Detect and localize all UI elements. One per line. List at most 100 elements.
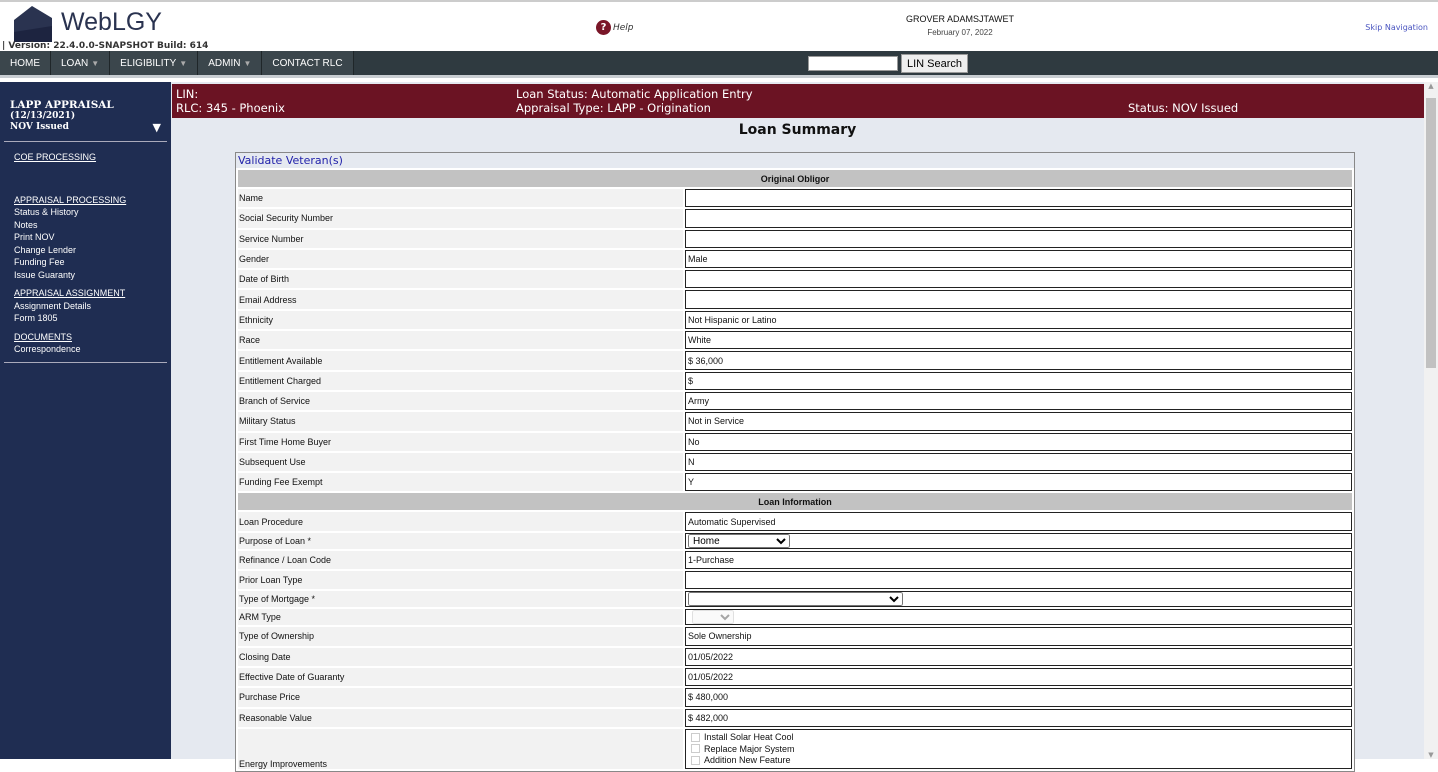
field-label: First Time Home Buyer (238, 432, 683, 451)
field-label: Service Number (238, 229, 683, 248)
nav-eligibility[interactable]: ELIGIBILITY ▼ (110, 51, 199, 75)
scrollbar-thumb[interactable] (1426, 98, 1436, 368)
field-label: Purchase Price (238, 688, 683, 707)
field-label: Branch of Service (238, 391, 683, 411)
nav-contact-rlc[interactable]: CONTACT RLC (262, 51, 354, 75)
field-label: Prior Loan Type (238, 571, 683, 590)
field-value: Sole Ownership (685, 627, 1352, 646)
field-label: ARM Type (238, 609, 683, 626)
main-content: LIN: RLC: 345 - Phoenix Loan Status: Aut… (171, 82, 1424, 772)
main-nav: HOME LOAN ▼ ELIGIBILITY ▼ ADMIN ▼ CONTACT R… (0, 51, 1438, 78)
checkbox[interactable] (691, 744, 700, 754)
nav-home[interactable]: HOME (0, 51, 51, 75)
loan-status: Loan Status: Automatic Application Entry (516, 87, 753, 101)
table-row: Closing Date 01/05/2022 (238, 647, 1352, 666)
brand[interactable]: WebLGY (61, 8, 162, 36)
rlc-label: RLC: 345 - Phoenix (176, 101, 285, 115)
table-row: ARM Type (238, 609, 1352, 626)
page-title: Loan Summary (738, 122, 857, 138)
field-value (685, 229, 1352, 248)
sidebar-item-form-1805[interactable]: Form 1805 (14, 313, 58, 323)
scroll-up-icon[interactable]: ▲ (1428, 82, 1434, 90)
field-value: Y (685, 473, 1352, 492)
nav-label: CONTACT RLC (272, 58, 343, 69)
sidebar-item-funding-fee[interactable]: Funding Fee (14, 257, 65, 267)
table-row: Email Address (238, 290, 1352, 309)
field-value (685, 591, 1352, 608)
sidebar-item-issue-guaranty[interactable]: Issue Guaranty (14, 269, 76, 280)
table-row: Refinance / Loan Code 1-Purchase (238, 550, 1352, 570)
table-row: Prior Loan Type (238, 571, 1352, 590)
caret-down-icon: ▼ (243, 59, 252, 68)
documents-link[interactable]: DOCUMENTS (14, 331, 72, 342)
loan-summary-form: Validate Veteran(s) Original Obligor Nam… (235, 152, 1355, 772)
lin-search-button[interactable]: LIN Search (901, 54, 969, 73)
help-link[interactable]: ? Help (596, 20, 634, 35)
table-row: Gender Male (238, 249, 1352, 269)
field-value: Not in Service (685, 412, 1352, 431)
field-value: No (685, 432, 1352, 451)
table-row: Military Status Not in Service (238, 412, 1352, 431)
purpose-of-loan-select[interactable]: Home (688, 533, 790, 548)
table-row: Purpose of Loan * Home (238, 532, 1352, 549)
field-label: Entitlement Available (238, 351, 683, 370)
skip-navigation-link[interactable]: Skip Navigation (1365, 23, 1428, 32)
energy-option[interactable]: Replace Major System (688, 743, 1350, 755)
sidebar-title-text: LAPP APPRAISAL (10, 99, 114, 111)
validate-veterans-link[interactable]: Validate Veteran(s) (236, 153, 1354, 168)
sidebar-item-correspondence[interactable]: Correspondence (14, 344, 81, 354)
version: | Version: 22.4.0.0-SNAPSHOT Build: 614 (2, 41, 209, 51)
checkbox-label: Install Solar Heat Cool (704, 732, 794, 743)
appraisal-assignment-link[interactable]: APPRAISAL ASSIGNMENT (14, 288, 126, 298)
table-row: Date of Birth (238, 270, 1352, 289)
status-label: Status: NOV Issued (1128, 101, 1239, 115)
scrollbar[interactable]: ▲ ▼ (1424, 82, 1438, 759)
field-label: Purpose of Loan * (238, 532, 683, 549)
appraisal-processing-link[interactable]: APPRAISAL PROCESSING (14, 194, 127, 205)
scroll-down-icon[interactable]: ▼ (1428, 751, 1434, 759)
help-label: Help (613, 22, 634, 33)
sidebar-item-change-lender[interactable]: Change Lender (14, 244, 77, 255)
arm-type-select[interactable] (692, 610, 734, 625)
field-value: Install Solar Heat Cool Replace Major Sys… (685, 728, 1352, 769)
house-logo-icon (14, 6, 52, 42)
sidebar-item-assignment-details[interactable]: Assignment Details (14, 300, 92, 311)
sidebar-title[interactable]: LAPP APPRAISAL (12/13/2021) NOV Issued ▼ (0, 82, 171, 134)
table-row: Entitlement Available $ 36,000 (238, 351, 1352, 370)
sidebar-item-print-nov[interactable]: Print NOV (14, 232, 55, 242)
field-label: Loan Procedure (238, 512, 683, 531)
energy-option[interactable]: Addition New Feature (688, 755, 1350, 767)
section-header: Original Obligor (238, 170, 1352, 187)
energy-option[interactable]: Install Solar Heat Cool (688, 732, 1350, 744)
table-row: Branch of Service Army (238, 391, 1352, 411)
sidebar-item-notes[interactable]: Notes (14, 219, 38, 230)
triangle-down-icon[interactable]: ▼ (152, 121, 161, 134)
field-value: $ 482,000 (685, 708, 1352, 727)
field-value: $ 36,000 (685, 351, 1352, 370)
checkbox[interactable] (691, 755, 700, 765)
table-row: Type of Mortgage * (238, 591, 1352, 608)
field-label: Date of Birth (238, 270, 683, 289)
sidebar-item-status-history[interactable]: Status & History (14, 207, 79, 217)
checkbox[interactable] (691, 732, 700, 742)
table-row: Ethnicity Not Hispanic or Latino (238, 310, 1352, 330)
caret-down-icon: ▼ (91, 59, 100, 68)
coe-processing-link[interactable]: COE PROCESSING (14, 152, 97, 162)
nav-loan[interactable]: LOAN ▼ (51, 51, 111, 75)
field-value: N (685, 452, 1352, 472)
checkbox-label: Replace Major System (704, 743, 795, 754)
sidebar-date: (12/13/2021) (10, 111, 76, 121)
table-row: Service Number (238, 229, 1352, 248)
field-value (685, 571, 1352, 590)
lin-label: LIN: (176, 87, 199, 101)
field-label: Reasonable Value (238, 708, 683, 727)
appraisal-type: Appraisal Type: LAPP - Origination (516, 101, 711, 115)
divider (4, 361, 167, 363)
lin-search-input[interactable] (808, 56, 898, 71)
table-row: Energy Improvements Install Solar Heat Co… (238, 728, 1352, 769)
type-of-mortgage-select[interactable] (688, 592, 903, 607)
sidebar: LAPP APPRAISAL (12/13/2021) NOV Issued ▼… (0, 82, 171, 759)
table-row: Name (238, 189, 1352, 208)
nav-admin[interactable]: ADMIN ▼ (198, 51, 263, 75)
field-label: Type of Mortgage * (238, 591, 683, 608)
